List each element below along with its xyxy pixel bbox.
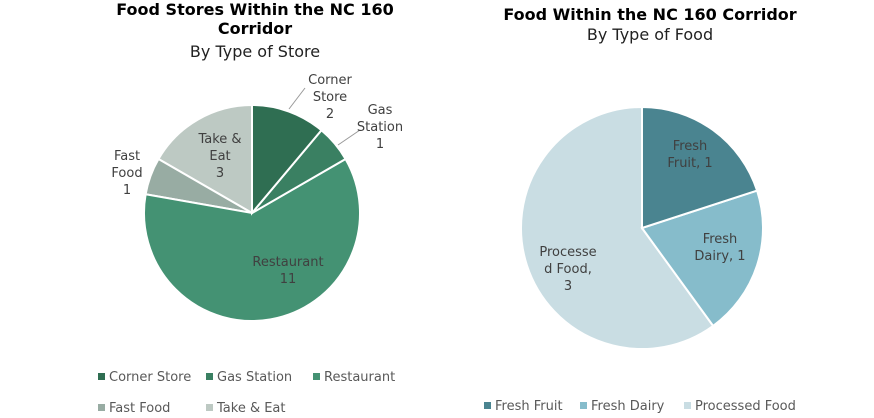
data-label-fresh-dairy: Fresh Dairy, 1 — [694, 232, 746, 264]
legend-fast-food: Fast Food — [98, 401, 170, 416]
legend-corner-store: Corner Store — [98, 370, 191, 385]
pie-slice-take-eat — [157, 103, 253, 215]
legend-processed-food: Processed Food — [684, 399, 796, 414]
data-label-processed-food: Processe d Food, 3 — [539, 245, 597, 294]
legend-swatch — [313, 373, 320, 380]
data-label-restaurant: Restaurant 11 — [252, 255, 324, 287]
data-label-fast-food: Fast Food 1 — [111, 149, 143, 198]
legend-swatch — [206, 373, 213, 380]
legend-swatch — [684, 402, 691, 409]
legend-swatch — [206, 404, 213, 411]
pie-slice-restaurant — [143, 157, 361, 322]
left-chart-title: Food Stores Within the NC 160 Corridor — [116, 0, 394, 38]
data-label-gas-station: Gas Station 1 — [356, 103, 404, 152]
legend-swatch — [580, 402, 587, 409]
pie-slice-corner-store — [251, 103, 323, 216]
pie-slice-processed-food — [520, 105, 715, 350]
legend-swatch — [484, 402, 491, 409]
pie-slice-fresh-dairy — [640, 189, 764, 328]
leader-line-gas-station — [337, 129, 361, 146]
legend-swatch — [98, 373, 105, 380]
legend-take-eat: Take & Eat — [206, 401, 286, 416]
right-chart-title: Food Within the NC 160 Corridor — [503, 5, 797, 24]
data-label-fresh-fruit: Fresh Fruit, 1 — [667, 139, 713, 171]
legend-restaurant: Restaurant — [313, 370, 395, 385]
right-chart-subtitle: By Type of Food — [586, 25, 714, 44]
pie-slice-fresh-fruit — [641, 105, 759, 230]
legend-gas-station: Gas Station — [206, 370, 292, 385]
leader-line-corner-store — [288, 87, 306, 110]
legend-fresh-dairy: Fresh Dairy — [580, 399, 664, 414]
data-label-corner-store: Corner Store 2 — [308, 73, 352, 122]
legend-fresh-fruit: Fresh Fruit — [484, 399, 563, 414]
legend-swatch — [98, 404, 105, 411]
left-chart-subtitle: By Type of Store — [189, 42, 321, 61]
data-label-take-eat: Take & Eat 3 — [198, 132, 242, 181]
